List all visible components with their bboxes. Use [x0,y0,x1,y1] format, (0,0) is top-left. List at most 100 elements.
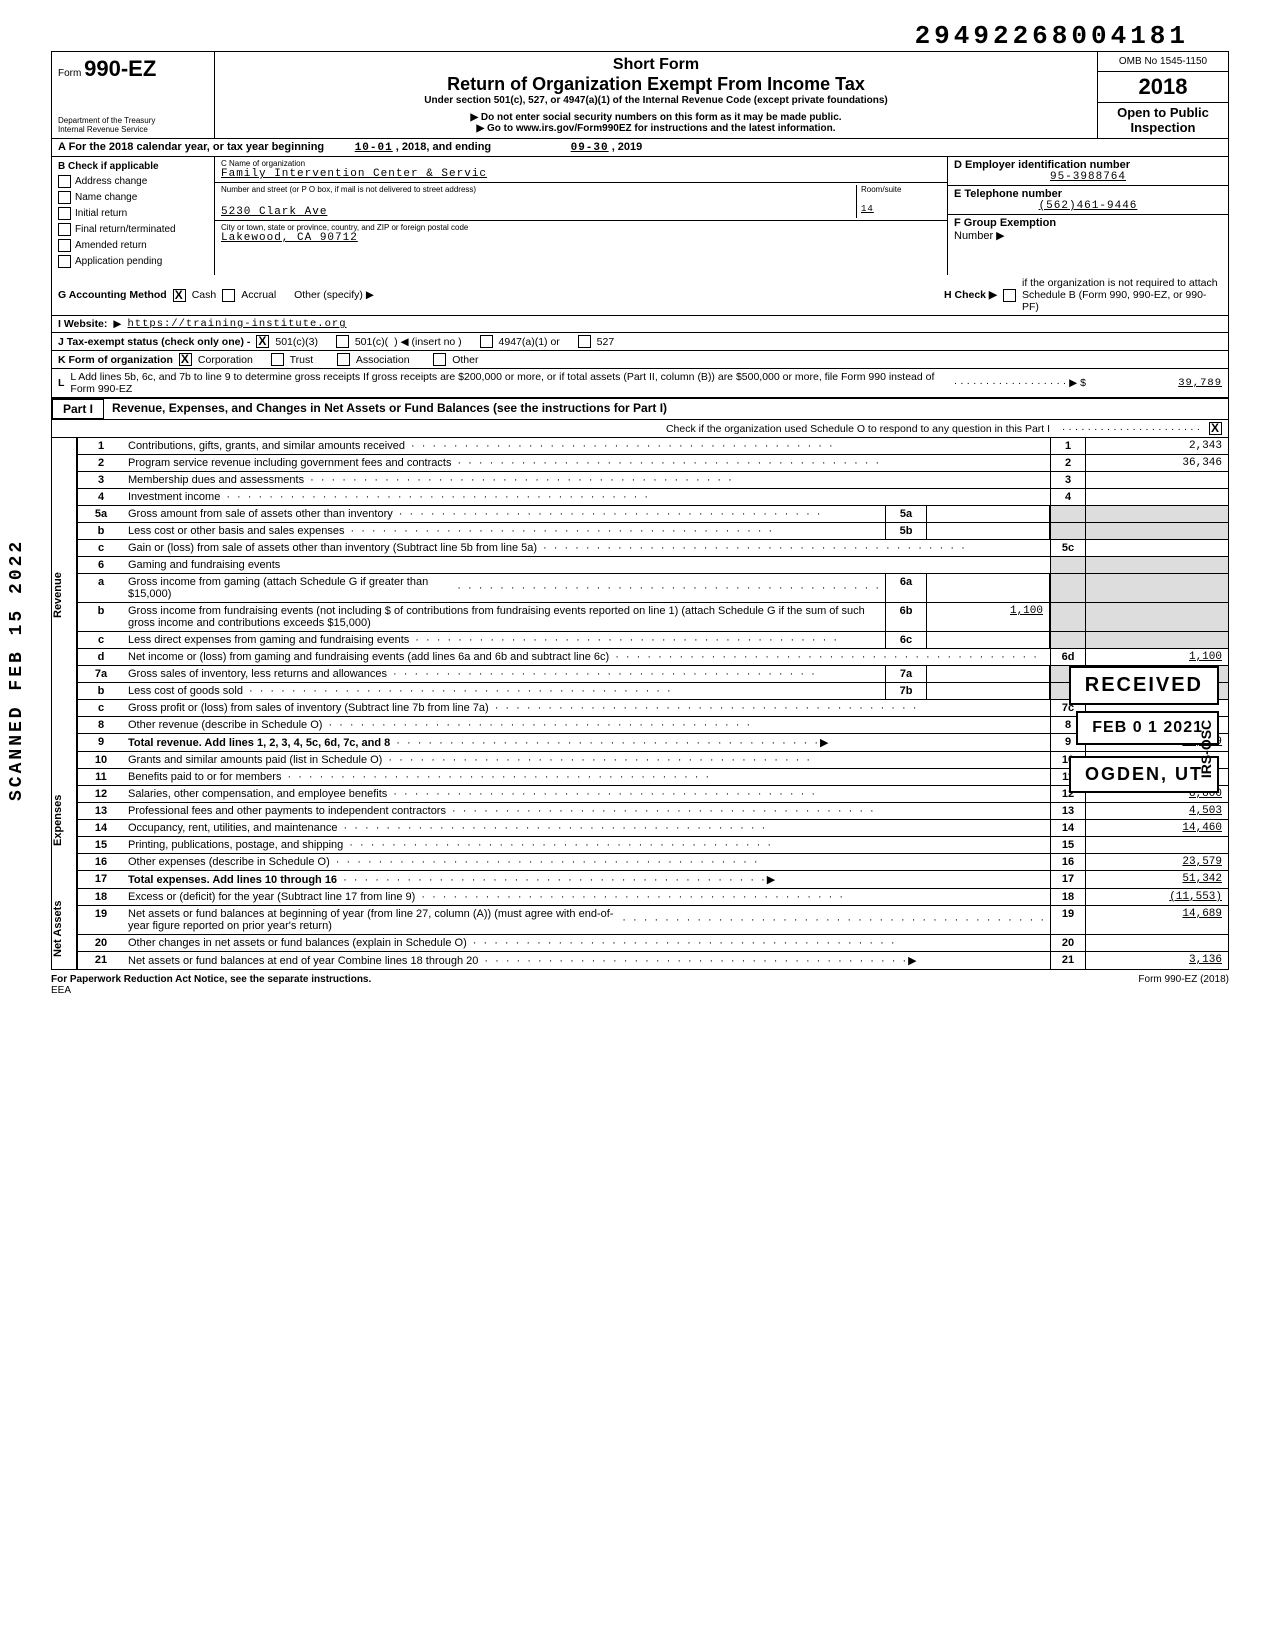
line-5b-midbox: 5b [885,523,927,539]
website-value: https://training-institute.org [127,318,346,330]
line-18-box: 18 [1050,889,1085,905]
line-7c-text: Gross profit or (loss) from sales of inv… [128,702,489,714]
line-20-val [1085,935,1228,951]
opt-address-change: Address change [75,176,147,187]
h-text: if the organization is not required to a… [1022,277,1222,313]
line-6a-midval [927,574,1050,602]
opt-application-pending: Application pending [75,256,162,267]
chk-accrual[interactable] [222,289,235,302]
chk-4947[interactable] [480,335,493,348]
line-6b-midbox: 6b [885,603,927,631]
line-15-num: 15 [78,837,124,853]
chk-527[interactable] [578,335,591,348]
e-label: E Telephone number [954,188,1222,200]
opt-cash: Cash [192,289,217,301]
chk-501c3[interactable] [256,335,269,348]
org-address: 5230 Clark Ave [221,206,856,218]
warning-text: Do not enter social security numbers on … [481,112,842,123]
line-20-num: 20 [78,935,124,951]
title-short-form: Short Form [221,56,1091,74]
opt-trust: Trust [290,354,314,366]
line-6b-num: b [78,603,124,631]
chk-name-change[interactable] [58,191,71,204]
line-7a-text: Gross sales of inventory, less returns a… [128,668,387,680]
line-6a-midbox: 6a [885,574,927,602]
c-city-label: City or town, state or province, country… [221,223,941,232]
title-return: Return of Organization Exempt From Incom… [221,74,1091,95]
line-13-num: 13 [78,803,124,819]
phone-value: (562)461-9446 [954,200,1222,212]
line-1-box: 1 [1050,438,1085,454]
chk-other-org[interactable] [433,353,446,366]
line-13-box: 13 [1050,803,1085,819]
begin-date: 10-01 [355,142,393,154]
line-5a-shadeval [1085,506,1228,522]
chk-schedule-o[interactable] [1209,422,1222,435]
chk-corporation[interactable] [179,353,192,366]
row-a-label: A For the 2018 calendar year, or tax yea… [58,141,324,153]
line-10-text: Grants and similar amounts paid (list in… [128,754,382,766]
line-3-box: 3 [1050,472,1085,488]
chk-501c[interactable] [336,335,349,348]
line-2-num: 2 [78,455,124,471]
scanned-stamp: SCANNED FEB 15 2022 [7,539,27,801]
f-label2: Number ▶ [954,229,1222,242]
part-i-label: Part I [52,399,104,419]
line-13-text: Professional fees and other payments to … [128,805,446,817]
line-17-val: 51,342 [1085,871,1228,888]
line-15-text: Printing, publications, postage, and shi… [128,839,343,851]
j-label: J Tax-exempt status (check only one) - [58,336,250,348]
chk-association[interactable] [337,353,350,366]
line-21-text: Net assets or fund balances at end of ye… [128,955,478,967]
subtitle: Under section 501(c), 527, or 4947(a)(1)… [221,95,1091,106]
line-3-text: Membership dues and assessments [128,474,304,486]
line-6b-midval: 1,100 [927,603,1050,631]
col-c-org-info: C Name of organization Family Interventi… [215,157,947,275]
chk-cash[interactable] [173,289,186,302]
row-a-mid: , 2018, and ending [396,141,491,153]
chk-amended-return[interactable] [58,239,71,252]
c-name-label: C Name of organization [221,159,941,168]
opt-527: 527 [597,336,615,348]
line-16-val: 23,579 [1085,854,1228,870]
open-inspection: Open to Public Inspection [1098,103,1228,138]
chk-initial-return[interactable] [58,207,71,220]
line-19-num: 19 [78,906,124,934]
form-page: 29492268004181 SCANNED FEB 15 2022 RECEI… [20,20,1260,1001]
col-b-checkboxes: B Check if applicable Address change Nam… [52,157,215,275]
line-9-arrow: ▶ [820,736,828,749]
opt-initial-return: Initial return [75,208,127,219]
line-14-val: 14,460 [1085,820,1228,836]
line-6c-shade [1050,632,1085,648]
line-5b-midval [927,523,1050,539]
line-3-val [1085,472,1228,488]
line-5a-midbox: 5a [885,506,927,522]
line-3-num: 3 [78,472,124,488]
line-13-val: 4,503 [1085,803,1228,819]
chk-address-change[interactable] [58,175,71,188]
chk-schedule-b[interactable] [1003,289,1016,302]
line-7b-midval [927,683,1050,699]
chk-final-return[interactable] [58,223,71,236]
line-5c-text: Gain or (loss) from sale of assets other… [128,542,537,554]
line-4-box: 4 [1050,489,1085,505]
chk-application-pending[interactable] [58,255,71,268]
line-4-num: 4 [78,489,124,505]
line-6c-midbox: 6c [885,632,927,648]
footer-eea: EEA [51,985,71,996]
part-i-title: Revenue, Expenses, and Changes in Net As… [104,399,1228,419]
line-6b-text: Gross income from fundraising events (no… [128,605,881,629]
room-value: 14 [861,204,941,214]
revenue-block: Revenue 1Contributions, gifts, grants, a… [51,438,1229,752]
opt-name-change: Name change [75,192,137,203]
line-6-shadeval [1085,557,1228,573]
line-17-num: 17 [78,871,124,888]
line-6b-shadeval [1085,603,1228,631]
header-center: Short Form Return of Organization Exempt… [215,52,1097,138]
h-label: H Check ▶ [944,289,997,301]
chk-trust[interactable] [271,353,284,366]
ogden-stamp: OGDEN, UT [1069,756,1219,793]
omb-number: OMB No 1545-1150 [1098,52,1228,72]
line-5a-text: Gross amount from sale of assets other t… [128,508,393,520]
line-6a-text: Gross income from gaming (attach Schedul… [128,576,451,600]
